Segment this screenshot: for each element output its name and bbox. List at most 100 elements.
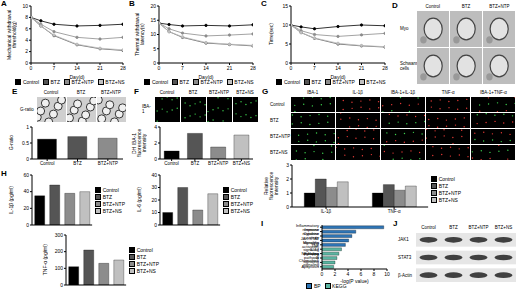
html-text:BTZ: BTZ: [50, 79, 60, 85]
html-text:BTZ+NS: BTZ+NS: [102, 207, 122, 214]
svg-text:15: 15: [150, 17, 156, 23]
svg-text:0: 0: [26, 222, 29, 228]
svg-text:5: 5: [153, 46, 156, 52]
svg-text:2: 2: [334, 271, 337, 277]
svg-text:10: 10: [151, 209, 157, 215]
svg-text:0: 0: [158, 65, 161, 71]
svg-text:0: 0: [30, 65, 33, 71]
svg-text:10: 10: [22, 3, 28, 9]
svg-text:28: 28: [382, 65, 388, 71]
svg-text:0: 0: [285, 60, 288, 66]
html-text:Control: Control: [22, 79, 39, 85]
svg-text:Day(d): Day(d): [330, 74, 345, 80]
html-text:IBA-1: IBA-1: [142, 104, 151, 114]
html-text:BTZ+NS: BTZ+NS: [230, 207, 250, 214]
svg-text:20: 20: [23, 205, 29, 211]
svg-text:30: 30: [151, 184, 157, 190]
svg-text:28: 28: [120, 65, 126, 71]
svg-text:5: 5: [285, 41, 288, 47]
svg-text:21: 21: [227, 65, 233, 71]
svg-text:6: 6: [25, 26, 28, 32]
svg-text:Control: Control: [40, 161, 55, 166]
html-text:DH IBA-1 fluorescence intensit: DH IBA-1 fluorescence intensity: [131, 128, 147, 158]
html-text:BTZ+NTP: BTZ+NTP: [102, 200, 125, 207]
svg-text:10: 10: [384, 271, 390, 277]
svg-text:0: 0: [290, 65, 293, 71]
svg-text:10: 10: [150, 31, 156, 37]
svg-text:0: 0: [321, 271, 324, 277]
svg-text:0: 0: [60, 282, 63, 288]
svg-text:BTZ+NTP: BTZ+NTP: [208, 161, 228, 166]
svg-text:0: 0: [153, 60, 156, 66]
html-text:Control: Control: [230, 186, 247, 193]
svg-text:-log(P value): -log(P value): [340, 278, 369, 284]
html-text:Control: Control: [438, 175, 455, 182]
svg-text:40: 40: [151, 172, 157, 178]
svg-text:21: 21: [359, 65, 365, 71]
html-text:BTZ+NTP: BTZ+NTP: [438, 189, 461, 196]
svg-text:7: 7: [53, 65, 56, 71]
svg-text:14: 14: [203, 65, 209, 71]
svg-text:Control: Control: [164, 161, 179, 166]
svg-text:0: 0: [25, 60, 28, 66]
html-text:Relative fluorescence intensit: Relative fluorescence intensity: [263, 171, 279, 201]
svg-text:100: 100: [55, 265, 64, 271]
html-text:BTZ+NS: BTZ+NS: [438, 196, 458, 203]
html-text:Control: Control: [102, 186, 119, 193]
svg-text:8: 8: [373, 271, 376, 277]
svg-text:4: 4: [154, 124, 157, 130]
svg-text:10: 10: [282, 22, 288, 28]
html-text:BTZ: BTZ: [230, 193, 241, 200]
svg-text:15: 15: [282, 3, 288, 9]
svg-text:2: 2: [286, 176, 289, 182]
svg-text:0: 0: [26, 156, 29, 162]
svg-text:200: 200: [55, 248, 64, 254]
svg-text:6: 6: [360, 271, 363, 277]
svg-text:0.5: 0.5: [22, 140, 29, 146]
html-text:Schwann cells: Schwann cells: [400, 60, 419, 71]
svg-text:20: 20: [151, 197, 157, 203]
svg-text:0: 0: [286, 204, 289, 210]
svg-text:Apoptosis: Apoptosis: [301, 264, 319, 269]
svg-text:Day(d): Day(d): [69, 74, 84, 80]
html-text:BTZ+NTP: BTZ+NTP: [136, 260, 159, 267]
svg-text:14: 14: [74, 65, 80, 71]
svg-text:300: 300: [55, 232, 64, 238]
svg-text:0: 0: [154, 222, 157, 228]
svg-text:4: 4: [25, 37, 28, 43]
svg-text:20: 20: [150, 3, 156, 9]
svg-text:28: 28: [250, 65, 256, 71]
svg-text:BTZ+NS: BTZ+NS: [233, 161, 250, 166]
svg-text:0: 0: [154, 156, 157, 162]
html-text:BTZ: BTZ: [102, 193, 113, 200]
html-text:Thermal withdrawal latency(s): Thermal withdrawal latency(s): [133, 12, 145, 57]
html-text:G: G: [262, 87, 269, 96]
svg-text:3: 3: [286, 162, 289, 168]
html-text:BTZ+NTP: BTZ+NTP: [230, 200, 253, 207]
svg-text:60: 60: [23, 172, 29, 178]
svg-text:1: 1: [26, 124, 29, 130]
html-text:BTZ: BTZ: [438, 182, 449, 189]
svg-text:7: 7: [313, 65, 316, 71]
svg-text:TNF-α: TNF-α: [388, 209, 401, 214]
svg-text:21: 21: [97, 65, 103, 71]
svg-text:BTZ: BTZ: [73, 161, 82, 166]
svg-text:BTZ+NTP: BTZ+NTP: [98, 161, 118, 166]
svg-text:Day(d): Day(d): [198, 74, 213, 80]
html-text:Control: Control: [136, 246, 153, 253]
html-text:Mechanical withdrawal threshol: Mechanical withdrawal threshold(g): [5, 9, 17, 60]
html-text:BTZ+NS: BTZ+NS: [136, 267, 156, 274]
svg-text:2: 2: [154, 140, 157, 146]
svg-text:14: 14: [335, 65, 341, 71]
svg-text:4: 4: [347, 271, 350, 277]
html-text:BTZ+NTP: BTZ+NTP: [71, 79, 94, 85]
svg-text:2: 2: [25, 48, 28, 54]
svg-text:8: 8: [25, 14, 28, 20]
svg-text:7: 7: [181, 65, 184, 71]
svg-text:40: 40: [23, 188, 29, 194]
svg-text:IL-1β: IL-1β: [321, 209, 332, 214]
html-text:BTZ: BTZ: [136, 253, 147, 260]
svg-text:BTZ: BTZ: [191, 161, 200, 166]
html-text:BTZ+NS: BTZ+NS: [105, 79, 125, 85]
svg-text:1: 1: [286, 190, 289, 196]
